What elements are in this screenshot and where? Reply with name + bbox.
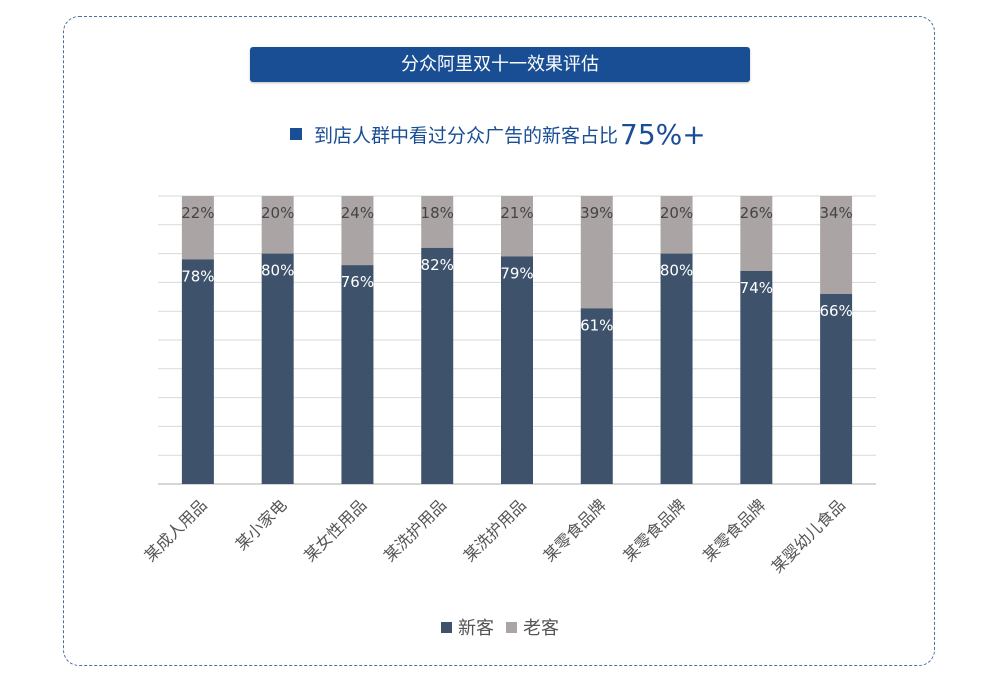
bar-new-customers xyxy=(261,253,294,484)
bar-new-customers xyxy=(740,270,773,484)
bar-old-customers xyxy=(580,196,613,309)
legend-swatch-old xyxy=(506,621,517,633)
legend-label-old: 老客 xyxy=(523,618,559,639)
bar-old-customers xyxy=(740,196,773,271)
subtitle: 到店人群中看过分众广告的新客占比 75%+ xyxy=(290,112,706,156)
subtitle-text: 到店人群中看过分众广告的新客占比 xyxy=(314,124,619,147)
legend: 新客 老客 xyxy=(0,614,1000,640)
bar-old-customers xyxy=(261,196,294,254)
data-label-old: 24% xyxy=(341,204,374,222)
legend-swatch-new xyxy=(441,621,452,633)
x-tick-label: 某婴幼儿食品 xyxy=(768,495,849,576)
bar-new-customers xyxy=(820,293,853,484)
bar-new-customers xyxy=(580,308,613,484)
x-tick-label: 某洗护用品 xyxy=(460,495,530,565)
x-tick-label: 某成人用品 xyxy=(141,495,211,565)
data-label-old: 20% xyxy=(660,204,693,222)
bar-old-customers xyxy=(660,196,693,254)
bar-new-customers xyxy=(421,247,454,484)
x-tick-label: 某零食品牌 xyxy=(699,495,769,565)
data-label-new: 61% xyxy=(580,316,613,334)
data-label-old: 20% xyxy=(261,204,294,222)
data-label-old: 26% xyxy=(740,204,773,222)
chart-title: 分众阿里双十一效果评估 xyxy=(250,47,750,82)
data-label-new: 80% xyxy=(660,262,693,280)
data-label-old: 21% xyxy=(500,204,533,222)
x-tick-label: 某小家电 xyxy=(232,495,291,554)
data-label-old: 18% xyxy=(421,204,454,222)
subtitle-emphasis: 75%+ xyxy=(620,117,706,151)
data-label-new: 78% xyxy=(181,267,214,285)
x-tick-label: 某女性用品 xyxy=(300,495,370,565)
card-frame xyxy=(63,16,935,666)
data-label-new: 80% xyxy=(261,262,294,280)
bar-old-customers xyxy=(501,196,533,257)
data-label-new: 82% xyxy=(421,256,454,274)
x-tick-label: 某零食品牌 xyxy=(619,495,689,565)
legend-label-new: 新客 xyxy=(458,618,494,639)
x-tick-label: 某洗护用品 xyxy=(380,495,450,565)
data-label-new: 74% xyxy=(740,279,773,297)
bullet-square-icon xyxy=(290,128,302,140)
bar-new-customers xyxy=(501,256,533,484)
bar-old-customers xyxy=(181,196,214,260)
data-label-new: 66% xyxy=(819,302,852,320)
data-label-new: 79% xyxy=(500,264,533,282)
bar-new-customers xyxy=(660,253,693,484)
data-label-new: 76% xyxy=(341,273,374,291)
bar-old-customers xyxy=(341,196,374,266)
data-label-old: 39% xyxy=(580,204,613,222)
bar-new-customers xyxy=(181,259,214,484)
data-label-old: 22% xyxy=(181,204,214,222)
data-label-old: 34% xyxy=(819,204,852,222)
bar-old-customers xyxy=(820,196,853,294)
bar-old-customers xyxy=(421,196,454,248)
legend-item-old: 老客 xyxy=(506,614,559,640)
x-tick-label: 某零食品牌 xyxy=(540,495,610,565)
legend-item-new: 新客 xyxy=(441,614,494,640)
bar-new-customers xyxy=(341,265,374,484)
